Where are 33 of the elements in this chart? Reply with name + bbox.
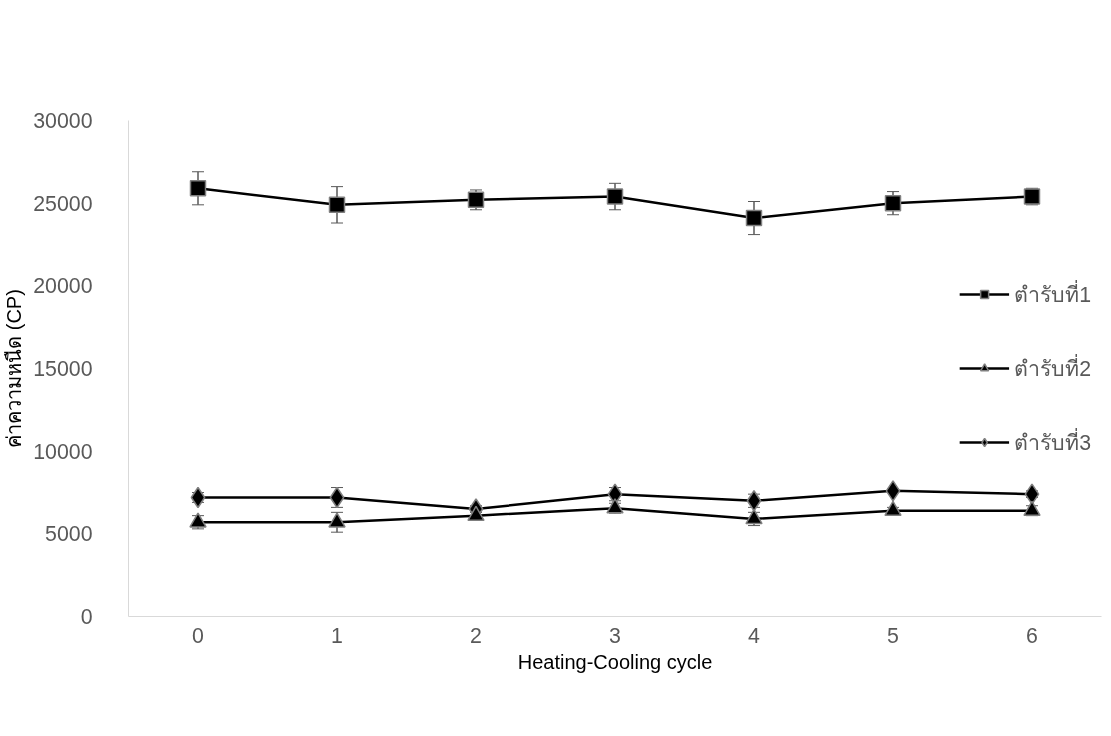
legend-label: ตำรับที่3 [1014, 427, 1091, 457]
y-tick-label: 5000 [45, 522, 93, 547]
x-tick-label: 2 [470, 623, 482, 648]
x-tick-label: 4 [748, 623, 761, 648]
point [745, 209, 763, 227]
point [607, 483, 623, 505]
y-tick-label: 0 [80, 605, 93, 629]
point [467, 505, 485, 522]
point [606, 498, 624, 514]
x-tick-label: 1 [331, 623, 343, 648]
point [1024, 483, 1040, 505]
x-tick-label: 5 [887, 623, 899, 648]
legend-label: ตำรับที่2 [1014, 353, 1091, 383]
point [189, 180, 207, 197]
point [884, 194, 902, 212]
point [1023, 500, 1041, 517]
legend-label: ตำรับที่1 [1014, 279, 1091, 309]
y-tick-label: 15000 [33, 357, 93, 381]
point [328, 512, 346, 528]
y-tick-label: 10000 [33, 439, 93, 464]
x-tick-label: 6 [1026, 623, 1038, 648]
x-tick-label: 3 [609, 623, 621, 648]
y-tick-label: 20000 [33, 274, 93, 299]
point [328, 196, 346, 214]
point [885, 480, 901, 502]
x-axis-title: Heating-Cooling cycle [517, 650, 713, 673]
x-tick-label: 0 [192, 623, 205, 648]
point [746, 490, 762, 512]
y-axis-title: ค่าความหนืด (CP) [3, 289, 26, 448]
point [606, 188, 624, 205]
y-tick-label: 25000 [33, 191, 93, 216]
point [884, 500, 902, 517]
y-tick-label: 30000 [33, 109, 93, 133]
